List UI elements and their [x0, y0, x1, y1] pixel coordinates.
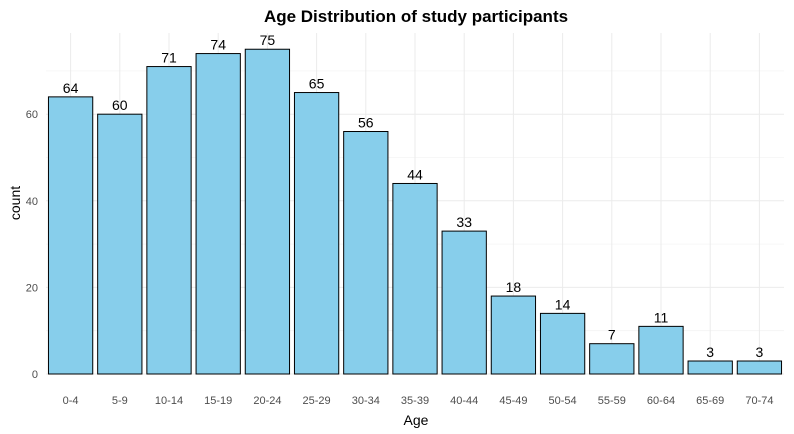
bar-0-4	[47, 96, 94, 375]
x-tick-label: 20-24	[253, 395, 281, 407]
data-label-70-74: 3	[756, 344, 764, 360]
bar-60-64	[638, 325, 684, 375]
x-axis-title: Age	[404, 412, 429, 428]
chart-title: Age Distribution of study participants	[264, 7, 568, 26]
data-label-55-59: 7	[608, 327, 616, 343]
y-axis-ticks: 0 20 40 60	[26, 109, 38, 381]
x-tick-label: 50-54	[549, 395, 577, 407]
y-tick-label: 60	[26, 109, 38, 121]
bar-55-59	[589, 343, 635, 375]
x-tick-label: 40-44	[450, 395, 478, 407]
bar-45-49	[490, 295, 537, 375]
data-label-60-64: 11	[654, 309, 669, 325]
bars	[47, 48, 783, 375]
bar-40-44	[441, 230, 487, 375]
x-tick-label: 65-69	[696, 395, 724, 407]
data-label-15-19: 74	[210, 37, 226, 53]
data-label-50-54: 14	[555, 296, 571, 312]
bar-20-24	[244, 48, 291, 375]
x-tick-label: 30-34	[352, 395, 380, 407]
bar-15-19	[195, 53, 241, 375]
data-label-45-49: 18	[506, 279, 522, 295]
x-tick-label: 60-64	[647, 395, 675, 407]
x-tick-label: 55-59	[598, 395, 626, 407]
x-axis-ticks: 0-4 5-9 10-14 15-19 20-24 25-29 30-34 35-39 40-4…	[63, 395, 774, 407]
bar-35-39	[392, 182, 438, 375]
bar-50-54	[539, 312, 586, 375]
x-tick-label: 35-39	[401, 395, 429, 407]
y-tick-label: 40	[26, 196, 38, 208]
x-tick-label: 0-4	[63, 395, 79, 407]
bar-30-34	[343, 131, 389, 375]
y-axis-title: count	[7, 186, 23, 220]
data-label-25-29: 65	[309, 76, 325, 92]
x-tick-label: 10-14	[155, 395, 183, 407]
data-label-10-14: 71	[161, 50, 177, 66]
x-tick-label: 70-74	[745, 395, 773, 407]
data-label-40-44: 33	[456, 214, 472, 230]
data-label-65-69: 3	[706, 344, 714, 360]
bar-10-14	[146, 66, 192, 375]
data-label-35-39: 44	[407, 166, 423, 182]
x-tick-label: 15-19	[204, 395, 232, 407]
x-tick-label: 5-9	[112, 395, 128, 407]
y-tick-label: 20	[26, 282, 38, 294]
data-label-20-24: 75	[260, 32, 276, 48]
x-tick-label: 25-29	[303, 395, 331, 407]
data-label-0-4: 64	[63, 80, 79, 96]
y-tick-label: 0	[32, 369, 38, 381]
bar-25-29	[293, 92, 340, 375]
data-label-30-34: 56	[358, 115, 374, 131]
bar-65-69	[687, 360, 733, 375]
bar-70-74	[736, 360, 783, 375]
bar-5-9	[97, 113, 143, 375]
x-tick-label: 45-49	[499, 395, 527, 407]
data-label-5-9: 60	[112, 97, 128, 113]
